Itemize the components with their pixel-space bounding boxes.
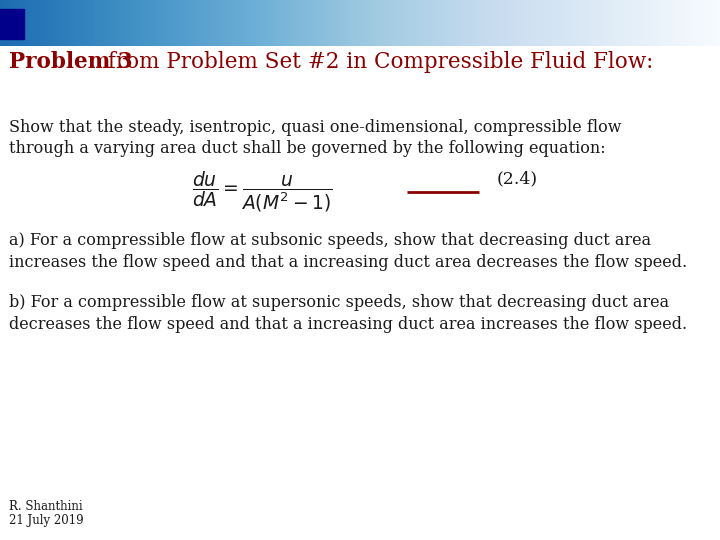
Text: a) For a compressible flow at subsonic speeds, show that decreasing duct area: a) For a compressible flow at subsonic s… (9, 232, 652, 249)
Bar (0, 9, 24, 39)
Text: b) For a compressible flow at supersonic speeds, show that decreasing duct area: b) For a compressible flow at supersonic… (9, 294, 670, 311)
Text: Problem 3: Problem 3 (9, 51, 133, 73)
Text: R. Shanthini: R. Shanthini (9, 500, 83, 512)
Text: (2.4): (2.4) (497, 170, 538, 187)
Text: Show that the steady, isentropic, quasi one-dimensional, compressible flow: Show that the steady, isentropic, quasi … (9, 119, 622, 136)
Text: decreases the flow speed and that a increasing duct area increases the flow spee: decreases the flow speed and that a incr… (9, 316, 688, 333)
Text: 21 July 2019: 21 July 2019 (9, 514, 84, 527)
Text: $\dfrac{du}{dA} = \dfrac{u}{A(M^2 - 1)}$: $\dfrac{du}{dA} = \dfrac{u}{A(M^2 - 1)}$ (192, 170, 333, 214)
Text: increases the flow speed and that a increasing duct area decreases the flow spee: increases the flow speed and that a incr… (9, 254, 688, 271)
Text: through a varying area duct shall be governed by the following equation:: through a varying area duct shall be gov… (9, 140, 606, 157)
Text: from Problem Set #2 in Compressible Fluid Flow:: from Problem Set #2 in Compressible Flui… (101, 51, 653, 73)
